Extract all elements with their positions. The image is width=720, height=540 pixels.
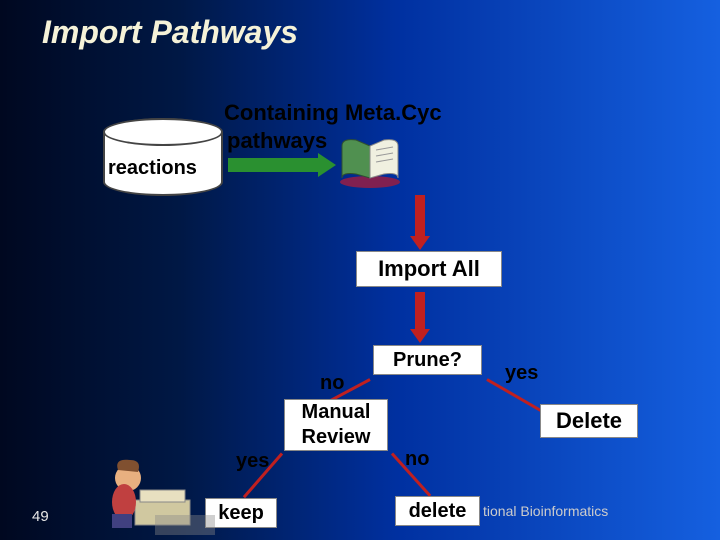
header-line2: pathways — [227, 128, 327, 154]
arrow-book-import — [415, 195, 425, 237]
import-all-box: Import All — [356, 251, 502, 287]
prune-box: Prune? — [373, 345, 482, 375]
header-line1: Containing Meta.Cyc — [224, 100, 442, 126]
book-icon — [336, 134, 404, 195]
green-arrow-head — [318, 153, 336, 177]
database-label: reactions — [108, 157, 197, 180]
arrow-import-prune — [415, 292, 425, 330]
edge-yes-top: yes — [505, 362, 538, 385]
green-arrow-shaft — [228, 158, 318, 172]
delete-big-box: Delete — [540, 404, 638, 438]
arrow-book-import-head — [410, 236, 430, 250]
manual-review-box-2: Review — [284, 425, 388, 451]
arrow-import-prune-head — [410, 329, 430, 343]
footer-text: tional Bioinformatics — [483, 503, 608, 519]
delete-small-box: delete — [395, 496, 480, 526]
edge-no-top: no — [320, 372, 344, 395]
manual-review-box-1: Manual — [284, 399, 388, 425]
edge-no-bot: no — [405, 448, 429, 471]
keep-box: keep — [205, 498, 277, 528]
footer-clipart — [155, 515, 215, 535]
cylinder-top — [103, 118, 223, 146]
page-title: Import Pathways — [42, 14, 298, 51]
page-number: 49 — [32, 508, 49, 525]
